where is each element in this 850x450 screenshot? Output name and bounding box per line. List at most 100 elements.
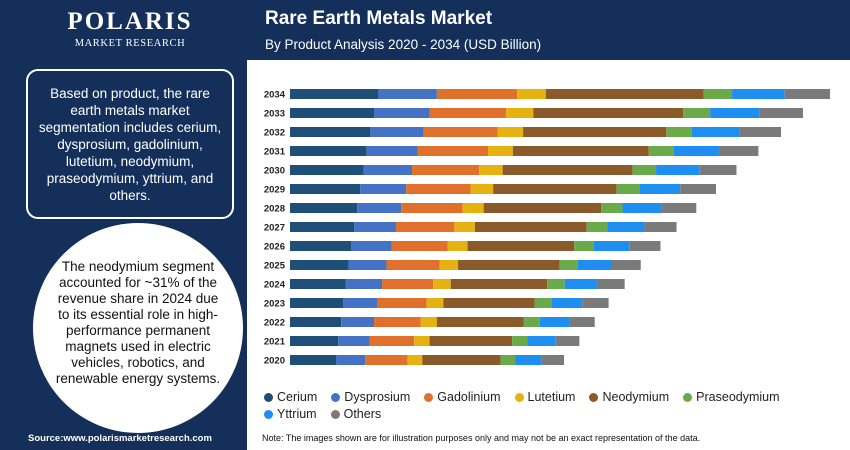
legend-item-lutetium: Lutetium <box>514 390 576 404</box>
bar-dysprosium-2031 <box>366 146 418 156</box>
bar-lutetium-2033 <box>506 108 534 118</box>
bar-others-2033 <box>759 108 803 118</box>
bar-dysprosium-2033 <box>374 108 430 118</box>
bar-gadolinium-2029 <box>406 184 471 194</box>
bar-cerium-2034 <box>290 89 379 99</box>
highlight-text: The neodymium segment accounted for ~31%… <box>55 259 221 386</box>
legend-label-yttrium: Yttrium <box>277 407 317 421</box>
bar-others-2023 <box>582 298 609 308</box>
bar-praseodymium-2027 <box>586 222 608 232</box>
bar-yttrium-2021 <box>527 336 556 346</box>
y-tick-label-2027: 2027 <box>264 223 285 234</box>
bar-neodymium-2029 <box>493 184 617 194</box>
bar-cerium-2029 <box>290 184 361 194</box>
legend-label-lutetium: Lutetium <box>527 390 576 404</box>
y-tick-label-2022: 2022 <box>264 318 285 329</box>
bar-lutetium-2021 <box>414 336 430 346</box>
bar-neodymium-2030 <box>502 165 633 175</box>
bar-dysprosium-2026 <box>351 241 392 251</box>
bar-praseodymium-2028 <box>601 203 623 213</box>
bar-gadolinium-2021 <box>369 336 415 346</box>
bar-others-2020 <box>541 355 565 365</box>
bar-yttrium-2031 <box>673 146 719 156</box>
bar-lutetium-2031 <box>488 146 513 156</box>
bar-praseodymium-2026 <box>574 241 594 251</box>
legend-swatch-praseodymium <box>683 392 693 402</box>
legend-item-cerium: Cerium <box>264 390 317 404</box>
bar-gadolinium-2026 <box>391 241 448 251</box>
bar-neodymium-2027 <box>474 222 587 232</box>
legend-item-others: Others <box>330 407 381 421</box>
bar-others-2022 <box>569 317 595 327</box>
bar-cerium-2024 <box>290 279 346 289</box>
y-tick-label-2028: 2028 <box>264 204 285 215</box>
bar-dysprosium-2034 <box>378 89 437 99</box>
bar-lutetium-2028 <box>462 203 484 213</box>
bar-neodymium-2024 <box>450 279 548 289</box>
highlight-wrap: The neodymium segment accounted for ~31%… <box>53 236 223 410</box>
bar-neodymium-2032 <box>523 127 667 137</box>
bar-gadolinium-2034 <box>436 89 518 99</box>
brand-tagline: MARKET RESEARCH <box>74 38 186 49</box>
bar-yttrium-2034 <box>732 89 785 99</box>
bar-gadolinium-2024 <box>382 279 434 289</box>
legend-swatch-dysprosium <box>331 392 341 402</box>
bar-cerium-2027 <box>290 222 355 232</box>
bar-dysprosium-2022 <box>341 317 375 327</box>
y-tick-label-2026: 2026 <box>264 242 285 253</box>
bar-cerium-2023 <box>290 298 344 308</box>
bar-praseodymium-2034 <box>703 89 733 99</box>
bar-lutetium-2027 <box>454 222 475 232</box>
bar-dysprosium-2030 <box>363 165 413 175</box>
bar-lutetium-2032 <box>497 127 524 137</box>
bar-praseodymium-2025 <box>559 260 578 270</box>
bar-cerium-2030 <box>290 165 364 175</box>
bar-lutetium-2022 <box>420 317 437 327</box>
bar-gadolinium-2025 <box>386 260 440 270</box>
bar-neodymium-2031 <box>512 146 649 156</box>
bar-dysprosium-2021 <box>338 336 370 346</box>
bar-cerium-2031 <box>290 146 367 156</box>
bar-neodymium-2033 <box>533 108 684 118</box>
bar-cerium-2020 <box>290 355 337 365</box>
bar-neodymium-2028 <box>483 203 602 213</box>
source-text: Source:www.polarismarketresearch.com <box>28 433 212 444</box>
stacked-bar-chart: 2020 2021 2022 2023 2024 2025 2026 2027 2028 2029… <box>264 89 830 367</box>
legend-item-yttrium: Yttrium <box>264 407 317 421</box>
chart-subtitle: By Product Analysis 2020 - 2034 (USD Bil… <box>265 37 542 52</box>
y-tick-label-2025: 2025 <box>264 261 286 272</box>
bar-yttrium-2027 <box>607 222 645 232</box>
bar-gadolinium-2032 <box>423 127 498 137</box>
bar-lutetium-2029 <box>470 184 494 194</box>
bar-yttrium-2025 <box>577 260 612 270</box>
legend-item-dysprosium: Dysprosium <box>331 390 410 404</box>
bar-gadolinium-2023 <box>377 298 427 308</box>
bar-others-2032 <box>739 127 782 137</box>
y-tick-label-2032: 2032 <box>264 128 285 139</box>
bar-yttrium-2026 <box>593 241 630 251</box>
bar-others-2028 <box>661 203 697 213</box>
legend-item-gadolinium: Gadolinium <box>424 390 501 404</box>
bar-others-2029 <box>680 184 717 194</box>
legend-item-neodymium: Neodymium <box>589 390 669 404</box>
bar-lutetium-2034 <box>517 89 546 99</box>
bar-lutetium-2030 <box>479 165 503 175</box>
bar-cerium-2033 <box>290 108 375 118</box>
legend-label-dysprosium: Dysprosium <box>344 390 411 404</box>
bar-dysprosium-2020 <box>336 355 366 365</box>
left-panel: POLARIS MARKET RESEARCH Based on product… <box>0 0 247 450</box>
legend-swatch-lutetium <box>514 392 524 402</box>
bar-neodymium-2022 <box>436 317 524 327</box>
bar-praseodymium-2029 <box>616 184 640 194</box>
bar-praseodymium-2030 <box>632 165 657 175</box>
legend-swatch-neodymium <box>589 392 599 402</box>
legend-swatch-cerium <box>264 392 273 402</box>
bar-neodymium-2026 <box>467 241 575 251</box>
bar-praseodymium-2032 <box>666 127 692 137</box>
bar-yttrium-2030 <box>656 165 700 175</box>
bar-cerium-2025 <box>290 260 349 270</box>
bar-lutetium-2024 <box>433 279 451 289</box>
bar-yttrium-2028 <box>622 203 662 213</box>
bar-cerium-2021 <box>290 336 339 346</box>
bar-others-2030 <box>699 165 737 175</box>
